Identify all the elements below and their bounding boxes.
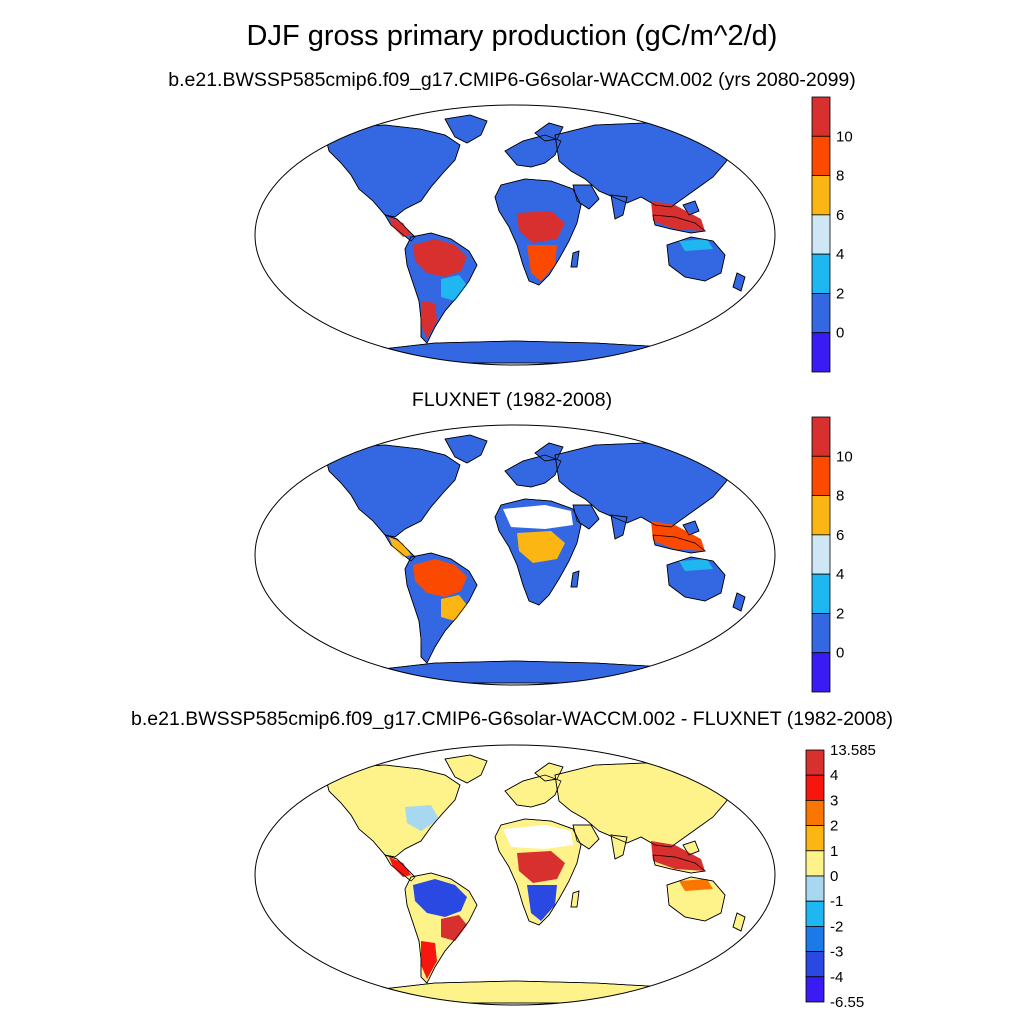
colorbar-panel-2: 10 8 6 4 2 0 [811,416,853,693]
region-amazon [413,879,467,917]
panel-3-subtitle: b.e21.BWSSP585cmip6.f09_g17.CMIP6-G6sola… [131,708,893,730]
colorbar-swatch [811,416,831,457]
region-sahara [503,825,573,849]
map-panel-1 [254,104,776,366]
region-central-america [389,537,411,557]
colorbar-label: 6 [836,207,844,224]
region-africa-south [527,245,557,281]
region-sahara [503,505,573,529]
colorbar-label: 2 [836,605,844,622]
region-amazon [413,239,467,277]
region-patagonia [421,301,437,339]
colorbar-swatch [811,652,831,693]
colorbar-label: 8 [836,168,844,185]
region-africa-south [527,885,557,921]
colorbar-swatch [805,875,825,902]
region-australia-north [679,239,713,251]
region-congo [517,851,565,883]
colorbar-label: 1 [830,843,838,860]
region-patagonia [421,941,437,979]
region-brazil-south [441,595,467,621]
map-boundary [254,104,776,366]
colorbar-label: -4 [830,969,843,986]
colorbar-label: 6 [836,527,844,544]
colorbar-swatch [811,613,831,654]
colorbar-label: 3 [830,792,838,809]
map-boundary [254,744,776,1006]
colorbar-panel-1: 10 8 6 4 2 0 [811,96,853,373]
region-patagonia [421,621,437,659]
colorbar-label: 4 [836,246,844,263]
region-north-america-east [405,805,439,831]
colorbar-label: 2 [836,285,844,302]
colorbar-swatch [811,534,831,575]
panel-2-subtitle: FLUXNET (1982-2008) [411,389,613,411]
colorbar-swatch [811,175,831,216]
region-central-america [389,857,411,877]
colorbar-label: -1 [830,893,843,910]
region-africa-south [527,565,557,601]
colorbar-label: -3 [830,944,843,961]
colorbar-swatch [811,135,831,176]
map-panel-2 [254,424,776,686]
colorbar-label: 0 [830,868,838,885]
colorbar-label: 10 [836,448,853,465]
colorbar-swatch [805,850,825,877]
colorbar-swatch [805,749,825,776]
colorbar-panel-3: 13.585 4 3 2 1 0 -1 -2 -3 -4 -6.55 [805,742,876,1011]
region-brazil-south [441,915,467,941]
colorbar-label: 13.585 [830,742,876,759]
region-central-america [389,217,411,237]
colorbar-label: 0 [836,325,844,342]
colorbar-swatch [811,495,831,536]
colorbar-swatch [811,332,831,373]
region-australia [669,883,723,915]
colorbar-swatch [811,293,831,334]
region-congo [517,531,565,563]
colorbar-swatch [811,253,831,294]
colorbar-label: 4 [830,767,838,784]
region-southeast-asia [651,201,705,231]
colorbar-swatch [811,573,831,614]
colorbar-swatch [811,214,831,255]
region-southeast-asia [651,521,705,551]
colorbar-swatch [805,825,825,852]
region-australia [669,243,723,275]
map-boundary [254,424,776,686]
region-congo [517,211,565,243]
colorbar-label: -2 [830,918,843,935]
colorbar-label: -6.55 [830,994,864,1011]
colorbar-swatch [811,455,831,496]
region-brazil-south [441,275,467,301]
colorbar-swatch [805,951,825,978]
colorbar-label: 10 [836,128,853,145]
colorbar-swatch [805,800,825,827]
region-amazon [413,559,467,597]
colorbar-swatch [805,976,825,1003]
region-southeast-asia [651,841,705,871]
region-australia-north [679,879,713,891]
colorbar-swatch [811,96,831,137]
colorbar-swatch [805,900,825,927]
colorbar-label: 8 [836,488,844,505]
colorbar-swatch [805,926,825,953]
map-panel-3 [254,744,776,1006]
colorbar-label: 4 [836,566,844,583]
colorbar-label: 2 [830,818,838,835]
region-australia-north [679,559,713,571]
region-australia [669,563,723,595]
figure-title: DJF gross primary production (gC/m^2/d) [246,20,778,52]
panel-1-subtitle: b.e21.BWSSP585cmip6.f09_g17.CMIP6-G6sola… [168,69,856,91]
colorbar-swatch [805,774,825,801]
colorbar-label: 0 [836,645,844,662]
